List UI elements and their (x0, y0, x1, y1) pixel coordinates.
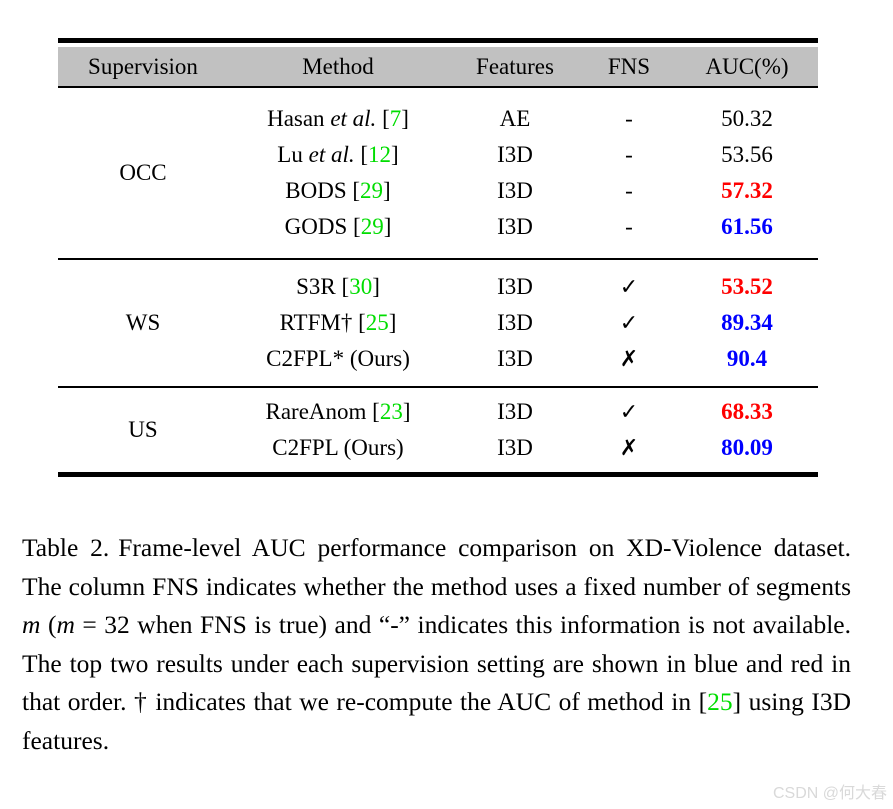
features-cell: I3D (497, 399, 533, 424)
caption-citation-number: 25 (707, 687, 733, 716)
fns-cross-icon: ✗ (619, 435, 639, 461)
citation-number: 23 (379, 399, 403, 424)
method-cell: RTFM† [25] (279, 310, 397, 335)
features-cell: I3D (497, 310, 533, 335)
header-supervision: Supervision (88, 53, 198, 79)
table-caption: Table 2. Frame-level AUC performance comp… (22, 533, 851, 755)
results-table: Supervision Method Features FNS AUC(%) O… (58, 38, 818, 477)
citation-number: 25 (365, 310, 389, 335)
fns-cross-icon: ✗ (619, 346, 639, 372)
fns-cell: - (625, 142, 633, 167)
auc-cell: 53.56 (721, 142, 773, 167)
auc-cell: 68.33 (721, 399, 773, 424)
auc-cell: 57.32 (721, 178, 773, 203)
supervision-label-ws: WS (125, 310, 161, 335)
features-cell: I3D (497, 178, 533, 203)
section-occ: OCC Hasan et al. [7] AE - 50.32 Lu et al… (58, 88, 818, 258)
auc-cell: 80.09 (721, 435, 773, 460)
caption-text: Frame-level AUC performance comparison o… (22, 533, 851, 601)
section-us: US RareAnom [23] I3D ✓ 68.33 C2FPL (Ours… (58, 388, 818, 472)
section-ws: WS S3R [30] I3D ✓ 53.52 RTFM† [25] I3D ✓… (58, 260, 818, 386)
citation-number: 29 (360, 214, 384, 239)
citation-number: 7 (389, 106, 402, 131)
header-fns: FNS (607, 53, 651, 79)
method-cell: RareAnom [23] (265, 399, 411, 424)
auc-cell: 50.32 (721, 106, 773, 131)
math-m: m (22, 610, 41, 639)
header-bottom-rule (58, 86, 818, 88)
method-cell: GODS [29] (284, 214, 392, 239)
header-auc: AUC(%) (705, 53, 789, 79)
citation-number: 29 (360, 178, 384, 203)
features-cell: I3D (497, 142, 533, 167)
method-cell: C2FPL (Ours) (272, 435, 404, 460)
method-cell: S3R [30] (296, 274, 380, 299)
supervision-label-occ: OCC (119, 160, 167, 185)
fns-check-icon: ✓ (619, 399, 639, 425)
features-cell: I3D (497, 346, 533, 371)
table-header-row: Supervision Method Features FNS AUC(%) (58, 47, 818, 86)
method-cell: BODS [29] (285, 178, 391, 203)
features-cell: I3D (497, 214, 533, 239)
fns-cell: - (625, 214, 633, 239)
header-features: Features (476, 53, 554, 79)
fns-check-icon: ✓ (619, 310, 639, 336)
math-m: m (56, 610, 75, 639)
fns-check-icon: ✓ (619, 274, 639, 300)
features-cell: AE (499, 106, 531, 131)
features-cell: I3D (497, 274, 533, 299)
citation-number: 30 (349, 274, 373, 299)
auc-cell: 89.34 (721, 310, 773, 335)
citation-number: 12 (368, 142, 392, 167)
csdn-watermark: CSDN @何大春 (772, 785, 887, 802)
auc-cell: 61.56 (721, 214, 773, 239)
supervision-label-us: US (128, 417, 158, 442)
method-cell: Hasan et al. [7] (267, 106, 409, 131)
section-divider-rule (58, 386, 818, 388)
caption-label: Table 2. (22, 533, 110, 562)
table-top-rule (58, 38, 818, 43)
fns-cell: - (625, 178, 633, 203)
features-cell: I3D (497, 435, 533, 460)
auc-cell: 53.52 (721, 274, 773, 299)
fns-cell: - (625, 106, 633, 131)
header-method: Method (302, 53, 374, 79)
table-bottom-rule (58, 472, 818, 477)
method-cell: Lu et al. [12] (277, 142, 399, 167)
method-cell: C2FPL* (Ours) (266, 346, 410, 371)
auc-cell: 90.4 (726, 346, 768, 371)
section-divider-rule (58, 258, 818, 260)
